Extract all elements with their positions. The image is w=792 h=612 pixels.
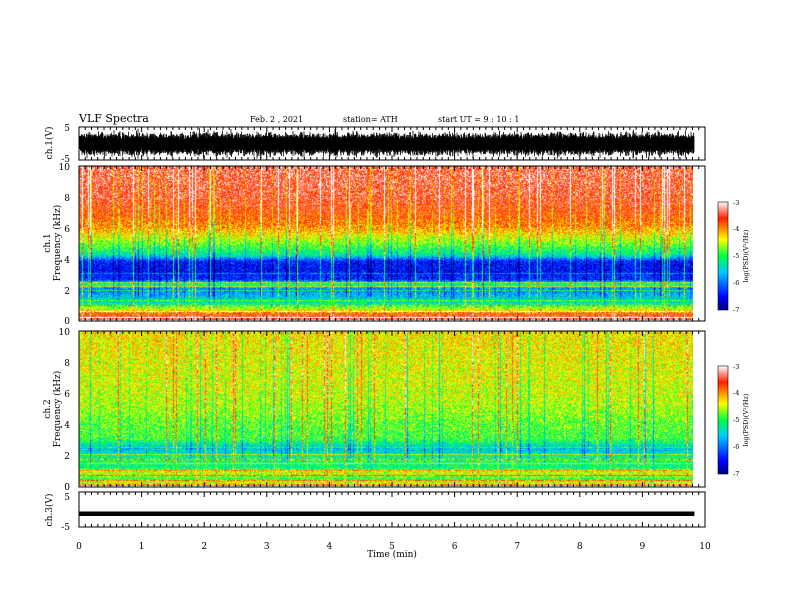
start-time-label: start UT = 9 : 10 : 1 <box>438 115 519 124</box>
ch1-waveform-frame <box>78 126 706 161</box>
ch2-ytick-0: 0 <box>64 483 70 493</box>
ch1-ytick-8: 8 <box>64 194 70 204</box>
ch2-ytick-2: 2 <box>64 452 70 462</box>
ch2-spectrogram-ylabel-frequency: Frequency (kHz) <box>52 371 63 448</box>
ch1-ytick-0: 0 <box>64 317 70 327</box>
ch2-spectrogram-frame <box>78 330 706 488</box>
time-axis-tick-labels: 0 1 2 3 4 5 6 7 8 9 10 <box>76 542 711 552</box>
ch1-spectrogram-image <box>79 166 693 320</box>
station-label: station= ATH <box>343 115 398 124</box>
ch2-ytick-labels: 0 2 4 6 8 10 <box>59 328 71 493</box>
ch1-colorbar: -3 -4 -5 -6 -7 log(PSD)(V²/Hz) <box>717 199 750 314</box>
ch1-colorbar-tick-7: -7 <box>733 306 739 314</box>
ch3-waveform-frame <box>78 491 706 528</box>
ch2-colorbar: -3 -4 -5 -6 -7 log(PSD)(V²/Hz) <box>717 363 750 478</box>
ch1-ytick-4: 4 <box>64 256 70 266</box>
ch1-colorbar-gradient <box>717 201 729 311</box>
time-tick-label: 1 <box>139 542 145 552</box>
time-tick-label: 0 <box>76 542 82 552</box>
ch1-ytick-6: 6 <box>64 225 70 235</box>
ch1-spectrogram-panel: 0 2 4 6 8 10 ch.1 Frequency (kHz) <box>43 163 706 327</box>
ch2-colorbar-tick-6: -6 <box>733 443 739 451</box>
time-axis-label: Time (min) <box>367 549 417 560</box>
ch3-waveform-background <box>79 492 705 527</box>
time-tick-label: 4 <box>327 542 333 552</box>
time-tick-label: 8 <box>577 542 583 552</box>
time-tick-label: 7 <box>514 542 520 552</box>
ch1-waveform-ylabel: ch.1(V) <box>44 127 55 160</box>
ch3-waveform-panel: 5 -5 ch.3(V) <box>44 491 706 533</box>
ch1-colorbar-tick-4: -4 <box>733 225 739 233</box>
ch2-colorbar-tick-5: -5 <box>733 416 739 424</box>
ch2-ytick-10: 10 <box>59 328 71 338</box>
ch2-spectrogram-ylabel-channel: ch.2 <box>43 399 53 418</box>
ch2-spectrogram-image <box>79 331 693 486</box>
ch1-colorbar-tick-6: -6 <box>733 279 739 287</box>
ch2-ytick-4: 4 <box>64 421 70 431</box>
ch3-ytick-bottom: -5 <box>61 523 70 533</box>
ch2-colorbar-tick-3: -3 <box>733 363 739 371</box>
ch1-waveform-panel: 5 -5 ch.1(V) <box>44 124 706 165</box>
time-tick-label: 6 <box>452 542 458 552</box>
ch1-ytick-bottom: -5 <box>61 155 70 165</box>
ch1-spectrogram-ylabel-frequency: Frequency (kHz) <box>52 205 63 282</box>
ch1-spectrogram-frame <box>78 165 706 322</box>
ch2-ytick-6: 6 <box>64 390 70 400</box>
time-tick-label: 9 <box>640 542 646 552</box>
ch1-colorbar-tick-3: -3 <box>733 199 739 207</box>
ch1-colorbar-label: log(PSD)(V²/Hz) <box>742 229 750 282</box>
ch2-colorbar-tick-7: -7 <box>733 470 739 478</box>
time-tick-label: 2 <box>201 542 207 552</box>
time-tick-label: 10 <box>699 542 711 552</box>
figure-title: VLF Spectra <box>78 112 149 125</box>
ch1-ytick-2: 2 <box>64 287 70 297</box>
ch1-ytick-10: 10 <box>59 163 71 173</box>
ch2-colorbar-label: log(PSD)(V²/Hz) <box>742 393 750 446</box>
ch1-colorbar-tick-5: -5 <box>733 252 739 260</box>
ch3-waveform-ylabel: ch.3(V) <box>44 494 55 527</box>
ch1-spectrogram-ylabel-channel: ch.1 <box>43 233 53 252</box>
ch2-ytick-8: 8 <box>64 359 70 369</box>
time-tick-label: 5 <box>389 542 395 552</box>
ch2-colorbar-tick-4: -4 <box>733 389 739 397</box>
time-tick-label: 3 <box>264 542 270 552</box>
ch2-colorbar-gradient <box>717 365 729 475</box>
ch3-ytick-top: 5 <box>64 493 70 503</box>
ch1-ytick-labels: 0 2 4 6 8 10 <box>59 163 71 327</box>
date-label: Feb. 2 , 2021 <box>250 115 303 124</box>
ch2-spectrogram-panel: 0 2 4 6 8 10 ch.2 Frequency (kHz) <box>43 328 706 493</box>
ch1-ytick-top: 5 <box>64 124 70 134</box>
